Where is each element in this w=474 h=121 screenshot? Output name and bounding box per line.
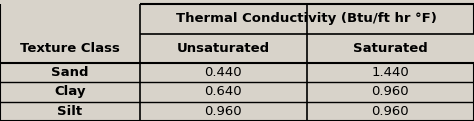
Text: Silt: Silt: [57, 105, 82, 118]
Text: Unsaturated: Unsaturated: [177, 42, 270, 55]
Text: 0.640: 0.640: [204, 85, 242, 98]
Text: Texture Class: Texture Class: [20, 42, 120, 55]
Text: 0.960: 0.960: [204, 105, 242, 118]
Text: 0.960: 0.960: [372, 85, 409, 98]
Text: Thermal Conductivity (Btu/ft hr °F): Thermal Conductivity (Btu/ft hr °F): [176, 12, 438, 25]
Text: Saturated: Saturated: [353, 42, 428, 55]
Text: Sand: Sand: [51, 66, 89, 79]
Text: 0.960: 0.960: [372, 105, 409, 118]
Text: Clay: Clay: [54, 85, 86, 98]
Text: 1.440: 1.440: [372, 66, 409, 79]
Text: 0.440: 0.440: [204, 66, 242, 79]
